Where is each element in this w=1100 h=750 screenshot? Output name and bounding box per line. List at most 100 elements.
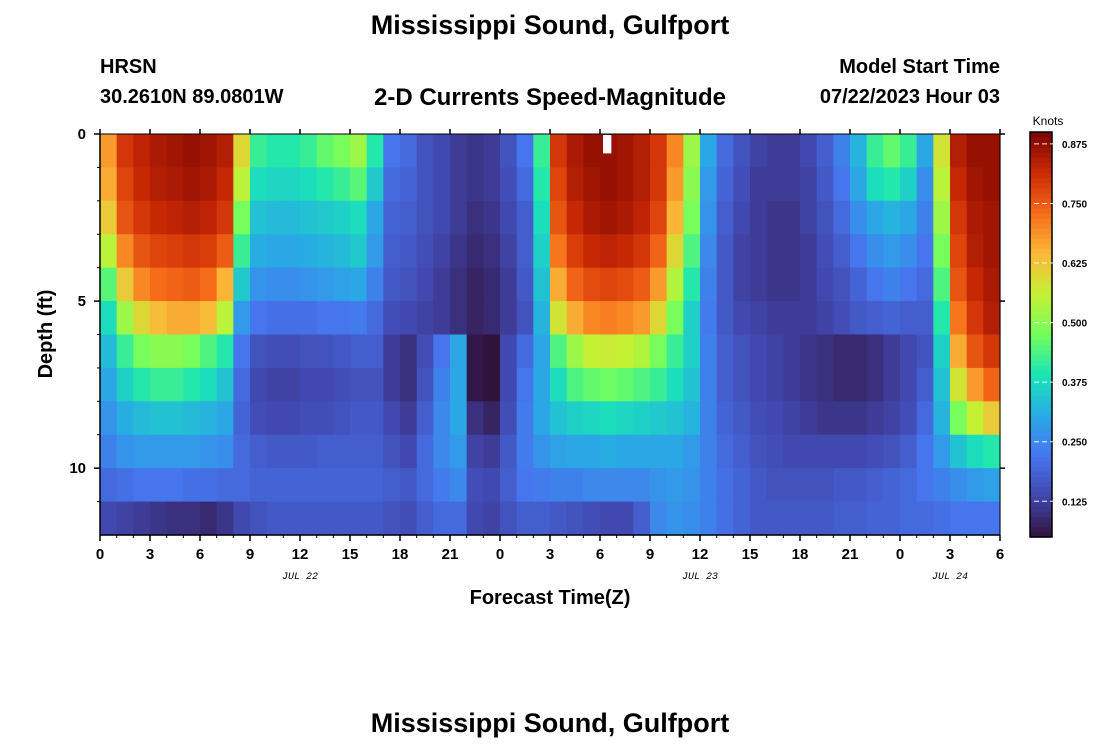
heatmap-cell: [283, 501, 301, 536]
heatmap-cell: [766, 167, 784, 202]
heatmap-cell: [883, 267, 901, 302]
heatmap-cell: [400, 200, 418, 235]
heatmap-cell: [900, 200, 918, 235]
heatmap-cell: [266, 468, 284, 503]
heatmap-cell: [350, 434, 368, 469]
heatmap-cell: [550, 167, 568, 202]
heatmap-cell: [316, 200, 334, 235]
heatmap-cell: [133, 267, 151, 302]
heatmap-cell: [666, 334, 684, 369]
heatmap-cell: [850, 234, 868, 269]
colorbar-segment: [1030, 197, 1052, 204]
heatmap-cell: [666, 234, 684, 269]
heatmap-cell: [616, 434, 634, 469]
heatmap-cell: [566, 200, 584, 235]
heatmap-cell: [650, 468, 668, 503]
heatmap-cell: [766, 468, 784, 503]
colorbar-segment: [1030, 526, 1052, 533]
colorbar-segment: [1030, 314, 1052, 320]
heatmap-cell: [233, 167, 251, 202]
heatmap-cell: [950, 167, 968, 202]
colorbar-segment: [1030, 450, 1052, 457]
colorbar-tick-label: 0.375: [1062, 378, 1087, 389]
heatmap-cell: [866, 434, 884, 469]
heatmap-cell: [733, 267, 751, 302]
heatmap-cell: [766, 501, 784, 536]
date-label: JUL 23: [682, 572, 718, 583]
heatmap-cell: [850, 267, 868, 302]
colorbar-segment: [1030, 461, 1052, 467]
colorbar-segment: [1030, 243, 1052, 250]
heatmap-cell: [583, 234, 601, 269]
heatmap-cell: [816, 401, 834, 436]
heatmap-cell: [683, 267, 701, 302]
heatmap-cell: [133, 301, 151, 336]
heatmap-cell: [250, 468, 268, 503]
heatmap-cell: [166, 434, 184, 469]
heatmap-cell: [550, 468, 568, 503]
heatmap-cell: [950, 468, 968, 503]
heatmap-cell: [400, 267, 418, 302]
heatmap-cell: [716, 367, 734, 402]
heatmap-cell: [933, 200, 951, 235]
heatmap-cell: [150, 234, 168, 269]
heatmap-cell: [316, 468, 334, 503]
heatmap-cell: [150, 501, 168, 536]
heatmap-cell: [483, 234, 501, 269]
heatmap-cell: [433, 234, 451, 269]
x-tick-label: 15: [742, 546, 759, 563]
heatmap-cell: [250, 134, 268, 169]
heatmap-cell: [300, 501, 318, 536]
heatmap-cell: [233, 301, 251, 336]
heatmap-cell: [183, 134, 201, 169]
heatmap-cell: [150, 334, 168, 369]
heatmap-cell: [850, 167, 868, 202]
heatmap-cell: [116, 200, 134, 235]
heatmap-cell: [283, 134, 301, 169]
heatmap-cell: [550, 267, 568, 302]
heatmap-cell: [783, 200, 801, 235]
colorbar-segment: [1030, 375, 1052, 381]
colorbar-segment: [1030, 213, 1052, 219]
heatmap-cell: [783, 334, 801, 369]
heatmap-cell: [533, 367, 551, 402]
x-tick-label: 3: [546, 546, 554, 563]
heatmap-cell: [366, 234, 384, 269]
heatmap-cell: [366, 334, 384, 369]
heatmap-cell: [833, 267, 851, 302]
heatmap-cell: [483, 134, 501, 169]
colorbar-segment: [1030, 324, 1052, 331]
heatmap-cell: [616, 134, 634, 169]
heatmap-cell: [883, 167, 901, 202]
heatmap-cell: [450, 367, 468, 402]
heatmap-cell: [733, 401, 751, 436]
heatmap-cell: [950, 267, 968, 302]
heatmap-cell: [700, 200, 718, 235]
heatmap-cell: [116, 401, 134, 436]
heatmap-cell: [716, 334, 734, 369]
colorbar-segment: [1030, 309, 1052, 315]
heatmap-cell: [950, 134, 968, 169]
heatmap-cell: [800, 301, 818, 336]
heatmap-cell: [650, 267, 668, 302]
x-tick-label: 21: [442, 546, 459, 563]
heatmap-cell: [833, 200, 851, 235]
heatmap-cell: [466, 134, 484, 169]
heatmap-cell: [333, 367, 351, 402]
heatmap-cell: [850, 200, 868, 235]
colorbar-segment: [1030, 531, 1052, 538]
heatmap-cell: [566, 401, 584, 436]
heatmap-cell: [933, 167, 951, 202]
heatmap-cell: [516, 134, 534, 169]
heatmap-cell: [433, 134, 451, 169]
heatmap-cell: [966, 301, 984, 336]
heatmap-cell: [733, 234, 751, 269]
heatmap-cell: [250, 267, 268, 302]
heatmap-cell: [633, 134, 651, 169]
heatmap-cell: [283, 200, 301, 235]
colorbar-segment: [1030, 228, 1052, 234]
heatmap-cell: [716, 167, 734, 202]
colorbar-segment: [1030, 177, 1052, 184]
heatmap-cell: [583, 301, 601, 336]
heatmap-cell: [133, 134, 151, 169]
